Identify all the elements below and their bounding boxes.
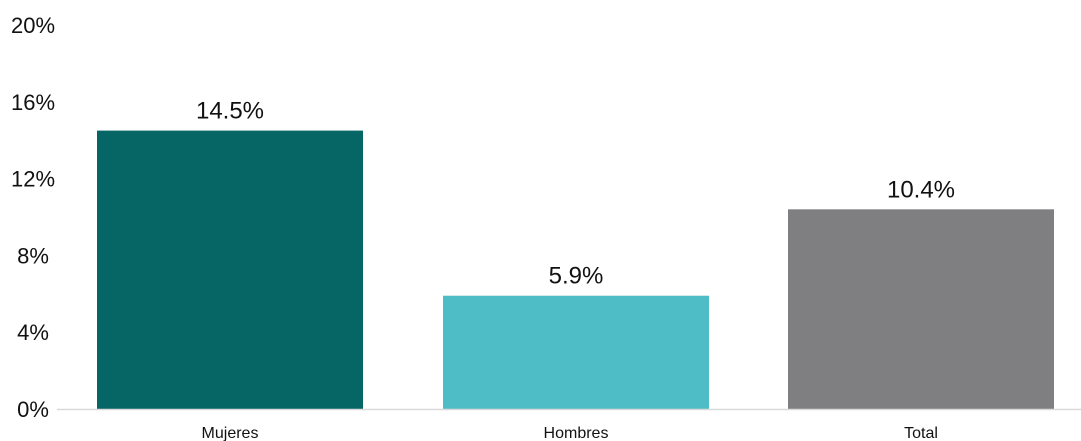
- bar-hombres: [443, 295, 709, 409]
- x-category-label: Hombres: [544, 425, 609, 441]
- x-category-label: Total: [904, 425, 938, 441]
- y-axis: 0% 4% 8% 12% 16% 20%: [11, 13, 55, 422]
- y-tick-label: 8%: [17, 243, 49, 268]
- x-category-label: Mujeres: [202, 425, 259, 441]
- x-axis: Mujeres Hombres Total: [202, 425, 938, 441]
- bar-value-label: 14.5%: [196, 98, 264, 125]
- y-tick-label: 20%: [11, 13, 55, 38]
- bar-value-label: 10.4%: [887, 176, 955, 203]
- y-tick-label: 0%: [17, 397, 49, 422]
- bars: [97, 130, 1054, 409]
- bar-total: [788, 209, 1054, 409]
- y-tick-label: 4%: [17, 320, 49, 345]
- y-tick-label: 16%: [11, 90, 55, 115]
- bar-value-labels: 14.5% 5.9% 10.4%: [196, 98, 955, 290]
- y-tick-label: 12%: [11, 167, 55, 192]
- bar-mujeres: [97, 130, 363, 409]
- bar-value-label: 5.9%: [549, 263, 604, 290]
